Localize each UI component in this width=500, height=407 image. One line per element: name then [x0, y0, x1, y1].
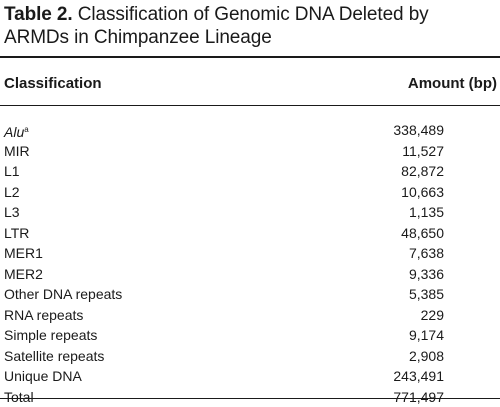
- row-amount: 10,663: [401, 182, 444, 202]
- table-row: Simple repeats 9,174: [0, 325, 500, 346]
- row-amount: 243,491: [393, 366, 444, 386]
- table-row: L1 82,872: [0, 161, 500, 182]
- row-amount: 1,135: [409, 202, 444, 222]
- top-rule: [0, 56, 500, 58]
- header-rule: [0, 105, 500, 106]
- table-row: Alua 338,489: [0, 120, 500, 141]
- row-classification: MER2: [4, 264, 43, 284]
- table-row: RNA repeats 229: [0, 305, 500, 326]
- row-amount: 338,489: [393, 120, 444, 140]
- row-classification: L2: [4, 182, 20, 202]
- header-classification: Classification: [4, 75, 102, 92]
- table-label: Table 2.: [4, 4, 73, 25]
- row-classification: LTR: [4, 223, 29, 243]
- table-caption: Table 2. Classification of Genomic DNA D…: [4, 3, 494, 49]
- row-amount: 2,908: [409, 346, 444, 366]
- table-row: Unique DNA 243,491: [0, 366, 500, 387]
- table-row: MER1 7,638: [0, 243, 500, 264]
- table-body: Alua 338,489 MIR 11,527 L1 82,872 L2 10,…: [0, 120, 500, 407]
- row-amount: 229: [421, 305, 444, 325]
- row-classification: Simple repeats: [4, 325, 97, 345]
- table-header: Classification Amount (bp): [0, 75, 500, 97]
- alu-label: Alu: [4, 124, 24, 140]
- table-row: L2 10,663: [0, 182, 500, 203]
- row-classification: Unique DNA: [4, 366, 82, 386]
- row-classification: L1: [4, 161, 20, 181]
- row-classification: Alua: [4, 120, 29, 142]
- row-amount: 771,497: [393, 387, 444, 407]
- footnote-marker: a: [24, 125, 28, 134]
- row-amount: 48,650: [401, 223, 444, 243]
- row-amount: 11,527: [402, 141, 444, 161]
- table-row: LTR 48,650: [0, 223, 500, 244]
- row-classification: MIR: [4, 141, 30, 161]
- table-row: MER2 9,336: [0, 264, 500, 285]
- table-row: L3 1,135: [0, 202, 500, 223]
- row-classification: Total: [4, 387, 34, 407]
- table-row: Satellite repeats 2,908: [0, 346, 500, 367]
- bottom-rule: [0, 398, 500, 399]
- row-classification: L3: [4, 202, 20, 222]
- row-classification: MER1: [4, 243, 43, 263]
- row-amount: 9,336: [409, 264, 444, 284]
- row-amount: 82,872: [401, 161, 444, 181]
- header-amount: Amount (bp): [408, 75, 497, 92]
- row-amount: 9,174: [409, 325, 444, 345]
- table-row: MIR 11,527: [0, 141, 500, 162]
- table-row: Other DNA repeats 5,385: [0, 284, 500, 305]
- row-amount: 7,638: [409, 243, 444, 263]
- row-classification: RNA repeats: [4, 305, 83, 325]
- row-classification: Satellite repeats: [4, 346, 104, 366]
- table-row-total: Total 771,497: [0, 387, 500, 407]
- row-amount: 5,385: [409, 284, 444, 304]
- row-classification: Other DNA repeats: [4, 284, 122, 304]
